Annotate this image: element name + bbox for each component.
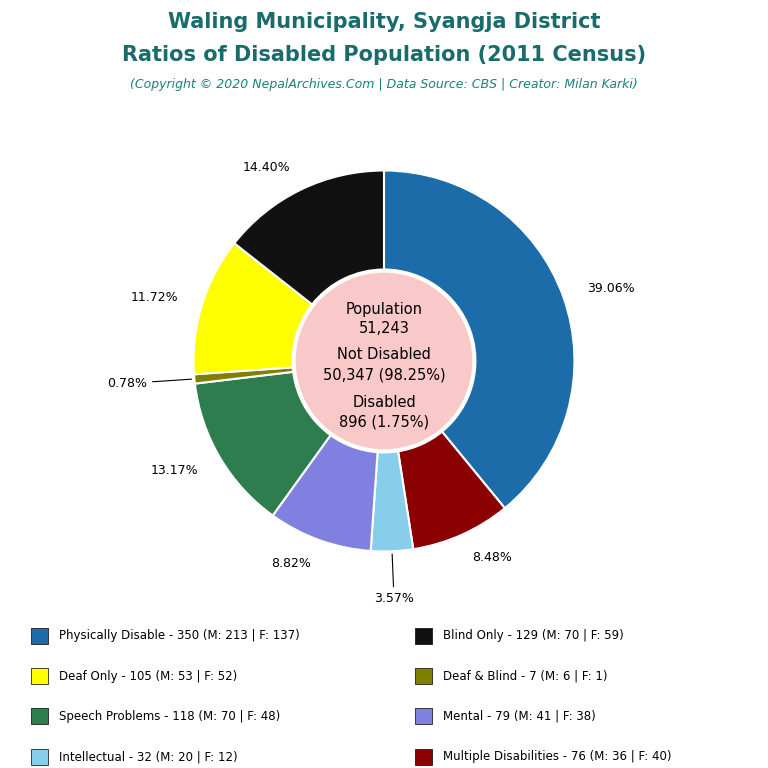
Text: Ratios of Disabled Population (2011 Census): Ratios of Disabled Population (2011 Cens… [122, 45, 646, 65]
Text: Multiple Disabilities - 76 (M: 36 | F: 40): Multiple Disabilities - 76 (M: 36 | F: 4… [443, 750, 672, 763]
FancyBboxPatch shape [31, 749, 48, 765]
FancyBboxPatch shape [415, 627, 432, 644]
FancyBboxPatch shape [31, 627, 48, 644]
Text: Mental - 79 (M: 41 | F: 38): Mental - 79 (M: 41 | F: 38) [443, 710, 596, 723]
Text: 39.06%: 39.06% [587, 282, 634, 295]
FancyBboxPatch shape [415, 708, 432, 724]
Text: Intellectual - 32 (M: 20 | F: 12): Intellectual - 32 (M: 20 | F: 12) [59, 750, 238, 763]
Text: Deaf & Blind - 7 (M: 6 | F: 1): Deaf & Blind - 7 (M: 6 | F: 1) [443, 670, 607, 683]
Text: Population
51,243: Population 51,243 [346, 302, 422, 336]
FancyBboxPatch shape [415, 668, 432, 684]
Text: 14.40%: 14.40% [243, 161, 290, 174]
Text: (Copyright © 2020 NepalArchives.Com | Data Source: CBS | Creator: Milan Karki): (Copyright © 2020 NepalArchives.Com | Da… [130, 78, 638, 91]
Text: Not Disabled
50,347 (98.25%): Not Disabled 50,347 (98.25%) [323, 347, 445, 382]
Text: Deaf Only - 105 (M: 53 | F: 52): Deaf Only - 105 (M: 53 | F: 52) [59, 670, 237, 683]
Wedge shape [194, 243, 312, 374]
Wedge shape [384, 170, 574, 508]
Text: 13.17%: 13.17% [151, 464, 199, 477]
Text: Blind Only - 129 (M: 70 | F: 59): Blind Only - 129 (M: 70 | F: 59) [443, 629, 624, 642]
Wedge shape [195, 372, 330, 515]
Text: 3.57%: 3.57% [374, 554, 414, 605]
Wedge shape [398, 432, 505, 549]
Text: 11.72%: 11.72% [131, 291, 178, 304]
FancyBboxPatch shape [415, 749, 432, 765]
FancyBboxPatch shape [31, 708, 48, 724]
Wedge shape [273, 435, 378, 551]
Wedge shape [371, 452, 413, 551]
Text: 8.48%: 8.48% [472, 551, 511, 564]
Wedge shape [234, 170, 384, 304]
Text: 8.82%: 8.82% [271, 557, 311, 570]
Text: Waling Municipality, Syangja District: Waling Municipality, Syangja District [167, 12, 601, 31]
Text: Speech Problems - 118 (M: 70 | F: 48): Speech Problems - 118 (M: 70 | F: 48) [59, 710, 280, 723]
Circle shape [296, 273, 472, 449]
FancyBboxPatch shape [31, 668, 48, 684]
Text: 0.78%: 0.78% [107, 377, 192, 390]
Wedge shape [194, 367, 293, 383]
Text: Physically Disable - 350 (M: 213 | F: 137): Physically Disable - 350 (M: 213 | F: 13… [59, 629, 300, 642]
Text: Disabled
896 (1.75%): Disabled 896 (1.75%) [339, 395, 429, 430]
